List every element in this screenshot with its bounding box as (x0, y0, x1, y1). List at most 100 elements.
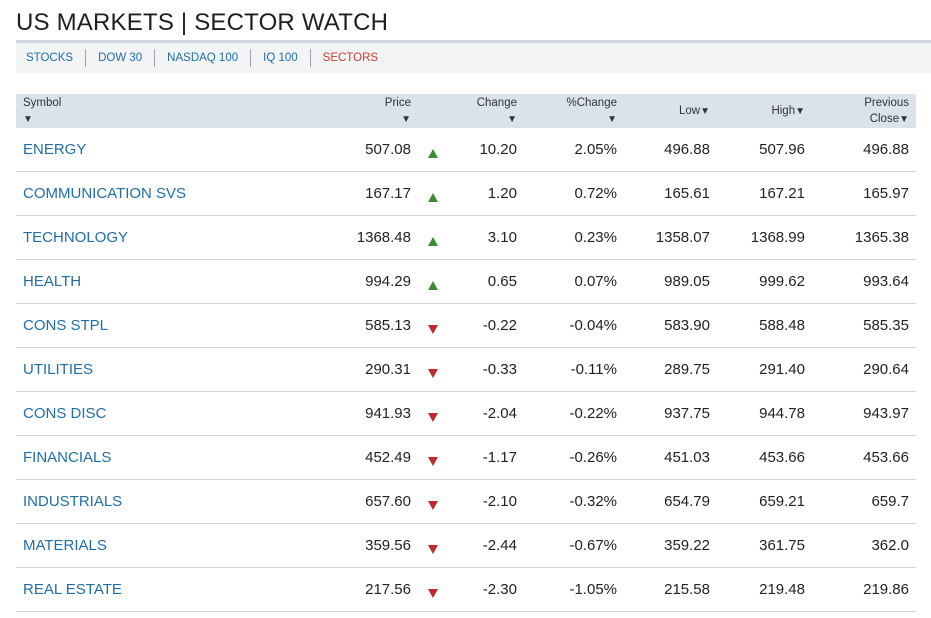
price-cell: 290.31 (226, 347, 418, 392)
header-price[interactable]: Price ▼ (226, 94, 418, 128)
header-low[interactable]: Low▼ (624, 94, 717, 128)
header-high-label: High (771, 104, 796, 117)
direction-cell (418, 215, 448, 260)
header-high[interactable]: High▼ (717, 94, 812, 128)
header-change-label: Change (476, 96, 517, 109)
price-cell: 217.56 (226, 567, 418, 612)
direction-cell (418, 347, 448, 392)
direction-cell (418, 435, 448, 480)
table-header-row: Symbol ▼ Price ▼ Change ▼ %Change ▼ Low (16, 94, 916, 128)
header-direction (418, 94, 448, 128)
triangle-down-icon (428, 500, 438, 510)
pct-change-cell: -0.67% (524, 523, 624, 568)
triangle-down-icon (428, 412, 438, 422)
header-low-label: Low (678, 104, 701, 117)
table-row: ENERGY 507.08 10.20 2.05% 496.88 507.96 496.88 (16, 128, 916, 172)
direction-cell (418, 479, 448, 524)
previous-close-cell: 362.0 (812, 523, 916, 568)
header-previous-label: Previous (864, 96, 909, 109)
triangle-up-icon (428, 148, 438, 158)
subnav-iq-100[interactable]: IQ 100 (251, 49, 311, 67)
header-price-label: Price (384, 96, 411, 109)
high-cell: 999.62 (717, 259, 812, 304)
sort-arrow-icon: ▼ (899, 113, 909, 125)
table-row: MATERIALS 359.56 -2.44 -0.67% 359.22 361.75 36… (16, 523, 916, 568)
symbol-link[interactable]: CONS STPL (16, 303, 226, 348)
table-row: UTILITIES 290.31 -0.33 -0.11% 289.75 291.40 29… (16, 347, 916, 392)
symbol-link[interactable]: MATERIALS (16, 523, 226, 568)
high-cell: 219.48 (717, 567, 812, 612)
symbol-link[interactable]: UTILITIES (16, 347, 226, 392)
triangle-up-icon (428, 280, 438, 290)
symbol-link[interactable]: CONS DISC (16, 391, 226, 436)
previous-close-cell: 496.88 (812, 128, 916, 172)
price-cell: 657.60 (226, 479, 418, 524)
high-cell: 1368.99 (717, 215, 812, 260)
price-cell: 941.93 (226, 391, 418, 436)
sector-table: Symbol ▼ Price ▼ Change ▼ %Change ▼ Low (16, 94, 916, 612)
table-row: TECHNOLOGY 1368.48 3.10 0.23% 1358.07 1368.99… (16, 215, 916, 260)
previous-close-cell: 993.64 (812, 259, 916, 304)
symbol-link[interactable]: FINANCIALS (16, 435, 226, 480)
subnav-sectors[interactable]: SECTORS (322, 52, 379, 64)
subnav-stocks[interactable]: STOCKS (16, 49, 87, 67)
triangle-up-icon (428, 192, 438, 202)
price-cell: 359.56 (226, 523, 418, 568)
header-symbol-label: Symbol (23, 96, 62, 109)
direction-cell (418, 303, 448, 348)
table-row: CONS DISC 941.93 -2.04 -0.22% 937.75 944.78 94… (16, 391, 916, 436)
subnav-dow-30[interactable]: DOW 30 (86, 49, 156, 67)
direction-cell (418, 259, 448, 304)
symbol-link[interactable]: REAL ESTATE (16, 567, 226, 612)
sort-arrow-icon: ▼ (507, 113, 517, 125)
table-row: INDUSTRIALS 657.60 -2.10 -0.32% 654.79 659.21… (16, 479, 916, 524)
change-cell: -2.30 (448, 567, 524, 612)
change-cell: 0.65 (448, 259, 524, 304)
high-cell: 453.66 (717, 435, 812, 480)
previous-close-cell: 453.66 (812, 435, 916, 480)
header-symbol[interactable]: Symbol ▼ (16, 94, 226, 128)
pct-change-cell: -0.32% (524, 479, 624, 524)
symbol-link[interactable]: COMMUNICATION SVS (16, 171, 226, 216)
symbol-link[interactable]: TECHNOLOGY (16, 215, 226, 260)
symbol-link[interactable]: ENERGY (16, 128, 226, 172)
price-cell: 452.49 (226, 435, 418, 480)
pct-change-cell: -1.05% (524, 567, 624, 612)
symbol-link[interactable]: INDUSTRIALS (16, 479, 226, 524)
low-cell: 1358.07 (624, 215, 717, 260)
header-previous-close[interactable]: Previous Close▼ (812, 94, 916, 128)
price-cell: 167.17 (226, 171, 418, 216)
low-cell: 215.58 (624, 567, 717, 612)
pct-change-cell: 0.07% (524, 259, 624, 304)
header-change[interactable]: Change ▼ (448, 94, 524, 128)
pct-change-cell: -0.26% (524, 435, 624, 480)
triangle-down-icon (428, 544, 438, 554)
pct-change-cell: 0.72% (524, 171, 624, 216)
triangle-up-icon (428, 236, 438, 246)
low-cell: 989.05 (624, 259, 717, 304)
high-cell: 507.96 (717, 128, 812, 172)
table-row: HEALTH 994.29 0.65 0.07% 989.05 999.62 993.64 (16, 259, 916, 304)
previous-close-cell: 219.86 (812, 567, 916, 612)
change-cell: -1.17 (448, 435, 524, 480)
direction-cell (418, 567, 448, 612)
sort-arrow-icon: ▼ (607, 113, 617, 125)
low-cell: 583.90 (624, 303, 717, 348)
previous-close-cell: 165.97 (812, 171, 916, 216)
triangle-down-icon (428, 456, 438, 466)
subnav-nasdaq-100[interactable]: NASDAQ 100 (155, 49, 252, 67)
low-cell: 654.79 (624, 479, 717, 524)
pct-change-cell: -0.04% (524, 303, 624, 348)
sort-arrow-icon: ▼ (700, 105, 710, 117)
triangle-down-icon (428, 588, 438, 598)
change-cell: -2.04 (448, 391, 524, 436)
price-cell: 507.08 (226, 128, 418, 172)
previous-close-cell: 1365.38 (812, 215, 916, 260)
table-row: COMMUNICATION SVS 167.17 1.20 0.72% 165.61 16… (16, 171, 916, 216)
high-cell: 944.78 (717, 391, 812, 436)
direction-cell (418, 391, 448, 436)
header-pct-change[interactable]: %Change ▼ (524, 94, 624, 128)
low-cell: 165.61 (624, 171, 717, 216)
previous-close-cell: 585.35 (812, 303, 916, 348)
symbol-link[interactable]: HEALTH (16, 259, 226, 304)
